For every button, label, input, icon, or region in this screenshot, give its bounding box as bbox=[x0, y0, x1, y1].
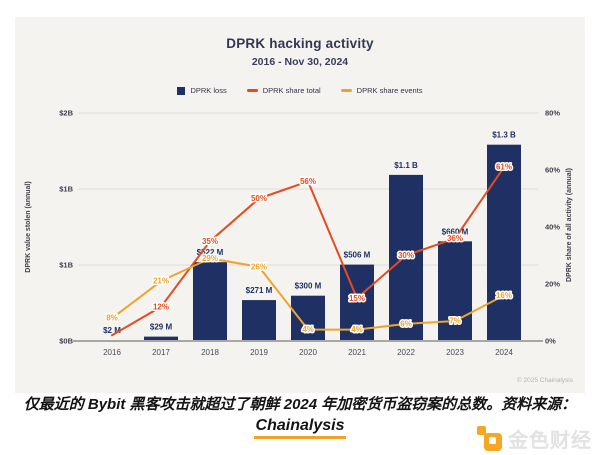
legend-item-share-total: DPRK share total bbox=[246, 86, 321, 95]
share-total-label: 30% bbox=[398, 251, 414, 260]
bar-swatch-icon bbox=[177, 86, 186, 95]
share-events-label: 4% bbox=[302, 325, 314, 334]
bar-2020 bbox=[291, 295, 325, 341]
legend-label: DPRK loss bbox=[190, 86, 227, 95]
right-axis-tick: 20% bbox=[545, 280, 560, 289]
bar-value-label: $1.3 B bbox=[492, 131, 516, 140]
share-total-line bbox=[111, 166, 505, 337]
x-axis-year-label: 2018 bbox=[201, 348, 219, 357]
x-axis-year-label: 2019 bbox=[250, 348, 268, 357]
share-events-label: 4% bbox=[351, 325, 363, 334]
share-total-label: 50% bbox=[251, 194, 267, 203]
x-axis-year-label: 2021 bbox=[348, 348, 366, 357]
share-total-label: 56% bbox=[300, 177, 316, 186]
share-events-label: 21% bbox=[153, 277, 169, 286]
right-axis-tick: 60% bbox=[545, 166, 560, 175]
x-axis-year-label: 2020 bbox=[299, 348, 317, 357]
share-events-label: 8% bbox=[106, 314, 118, 323]
bar-2018 bbox=[193, 262, 227, 341]
right-axis-tick: 40% bbox=[545, 223, 560, 232]
legend-item-share-events: DPRK share events bbox=[340, 86, 423, 95]
bar-value-label: $522 M bbox=[197, 248, 224, 257]
right-axis-title: DPRK share of all activity (annual) bbox=[566, 168, 573, 282]
line-swatch-icon bbox=[246, 89, 258, 92]
caption: 仅最近的 Bybit 黑客攻击就超过了朝鲜 2024 年加密货币盗窃案的总数。资… bbox=[0, 395, 600, 439]
left-axis-tick: $1B bbox=[59, 261, 73, 270]
bar-2017 bbox=[144, 336, 178, 341]
legend-label: DPRK share events bbox=[356, 86, 423, 95]
left-axis-tick: $2B bbox=[59, 109, 73, 118]
jinse-finance-logo: 金色财经 bbox=[477, 424, 592, 453]
share-total-label: 12% bbox=[153, 302, 169, 311]
bar-value-label: $29 M bbox=[150, 323, 173, 332]
x-axis-year-label: 2023 bbox=[446, 348, 464, 357]
x-axis-year-label: 2017 bbox=[152, 348, 170, 357]
jinse-logo-icon bbox=[477, 425, 503, 452]
left-axis-tick: $0B bbox=[59, 337, 73, 346]
legend-label: DPRK share total bbox=[262, 86, 321, 95]
bar-2024 bbox=[487, 144, 521, 341]
bar-value-label: $1.1 B bbox=[394, 161, 418, 170]
share-total-label: 35% bbox=[202, 237, 218, 246]
chart-card: $2B $1B $1B $0B 80% 60% 40% 20% 0% DPRK value sto… bbox=[15, 17, 585, 393]
right-axis-tick: 0% bbox=[545, 337, 556, 346]
chart-subtitle: 2016 - Nov 30, 2024 bbox=[251, 56, 349, 68]
legend-item-dprk-loss: DPRK loss bbox=[177, 86, 227, 95]
share-total-label: 61% bbox=[496, 163, 512, 172]
bar-value-label: $300 M bbox=[295, 282, 322, 291]
bar-2022 bbox=[389, 174, 423, 341]
source-link[interactable]: Chainalysis bbox=[253, 417, 347, 439]
right-axis-tick: 80% bbox=[545, 109, 560, 118]
bar-value-label: $660 M bbox=[442, 227, 469, 236]
share-total-label: 15% bbox=[349, 294, 365, 303]
share-total-label: 36% bbox=[447, 234, 463, 243]
share-events-label: 6% bbox=[400, 319, 412, 328]
share-events-label: 26% bbox=[251, 262, 267, 271]
bar-value-label: $271 M bbox=[246, 286, 273, 295]
dprk-chart: $2B $1B $1B $0B 80% 60% 40% 20% 0% DPRK value sto… bbox=[25, 109, 573, 358]
x-axis-year-label: 2022 bbox=[397, 348, 415, 357]
chart-legend: DPRK loss DPRK share total DPRK share ev… bbox=[15, 86, 585, 95]
line-swatch-icon bbox=[340, 89, 352, 92]
left-axis-tick: $1B bbox=[59, 185, 73, 194]
share-events-label: 29% bbox=[202, 254, 218, 263]
x-axis-year-label: 2016 bbox=[103, 348, 121, 357]
caption-text: 仅最近的 Bybit 黑客攻击就超过了朝鲜 2024 年加密货币盗窃案的总数。资… bbox=[23, 396, 577, 413]
share-events-line bbox=[111, 257, 505, 331]
copyright-notice: © 2025 Chainalysis bbox=[516, 377, 573, 384]
bar-value-label: $506 M bbox=[344, 251, 371, 260]
jinse-logo-text: 金色财经 bbox=[508, 430, 592, 452]
chart-title: DPRK hacking activity bbox=[226, 36, 374, 51]
bar-value-label: $2 M bbox=[103, 326, 121, 335]
share-events-label: 16% bbox=[496, 291, 512, 300]
share-events-label: 7% bbox=[449, 317, 461, 326]
left-axis-title: DPRK value stolen (annual) bbox=[25, 181, 32, 272]
bar-2023 bbox=[438, 241, 472, 341]
bar-2019 bbox=[242, 300, 276, 341]
x-axis-year-label: 2024 bbox=[495, 348, 513, 357]
